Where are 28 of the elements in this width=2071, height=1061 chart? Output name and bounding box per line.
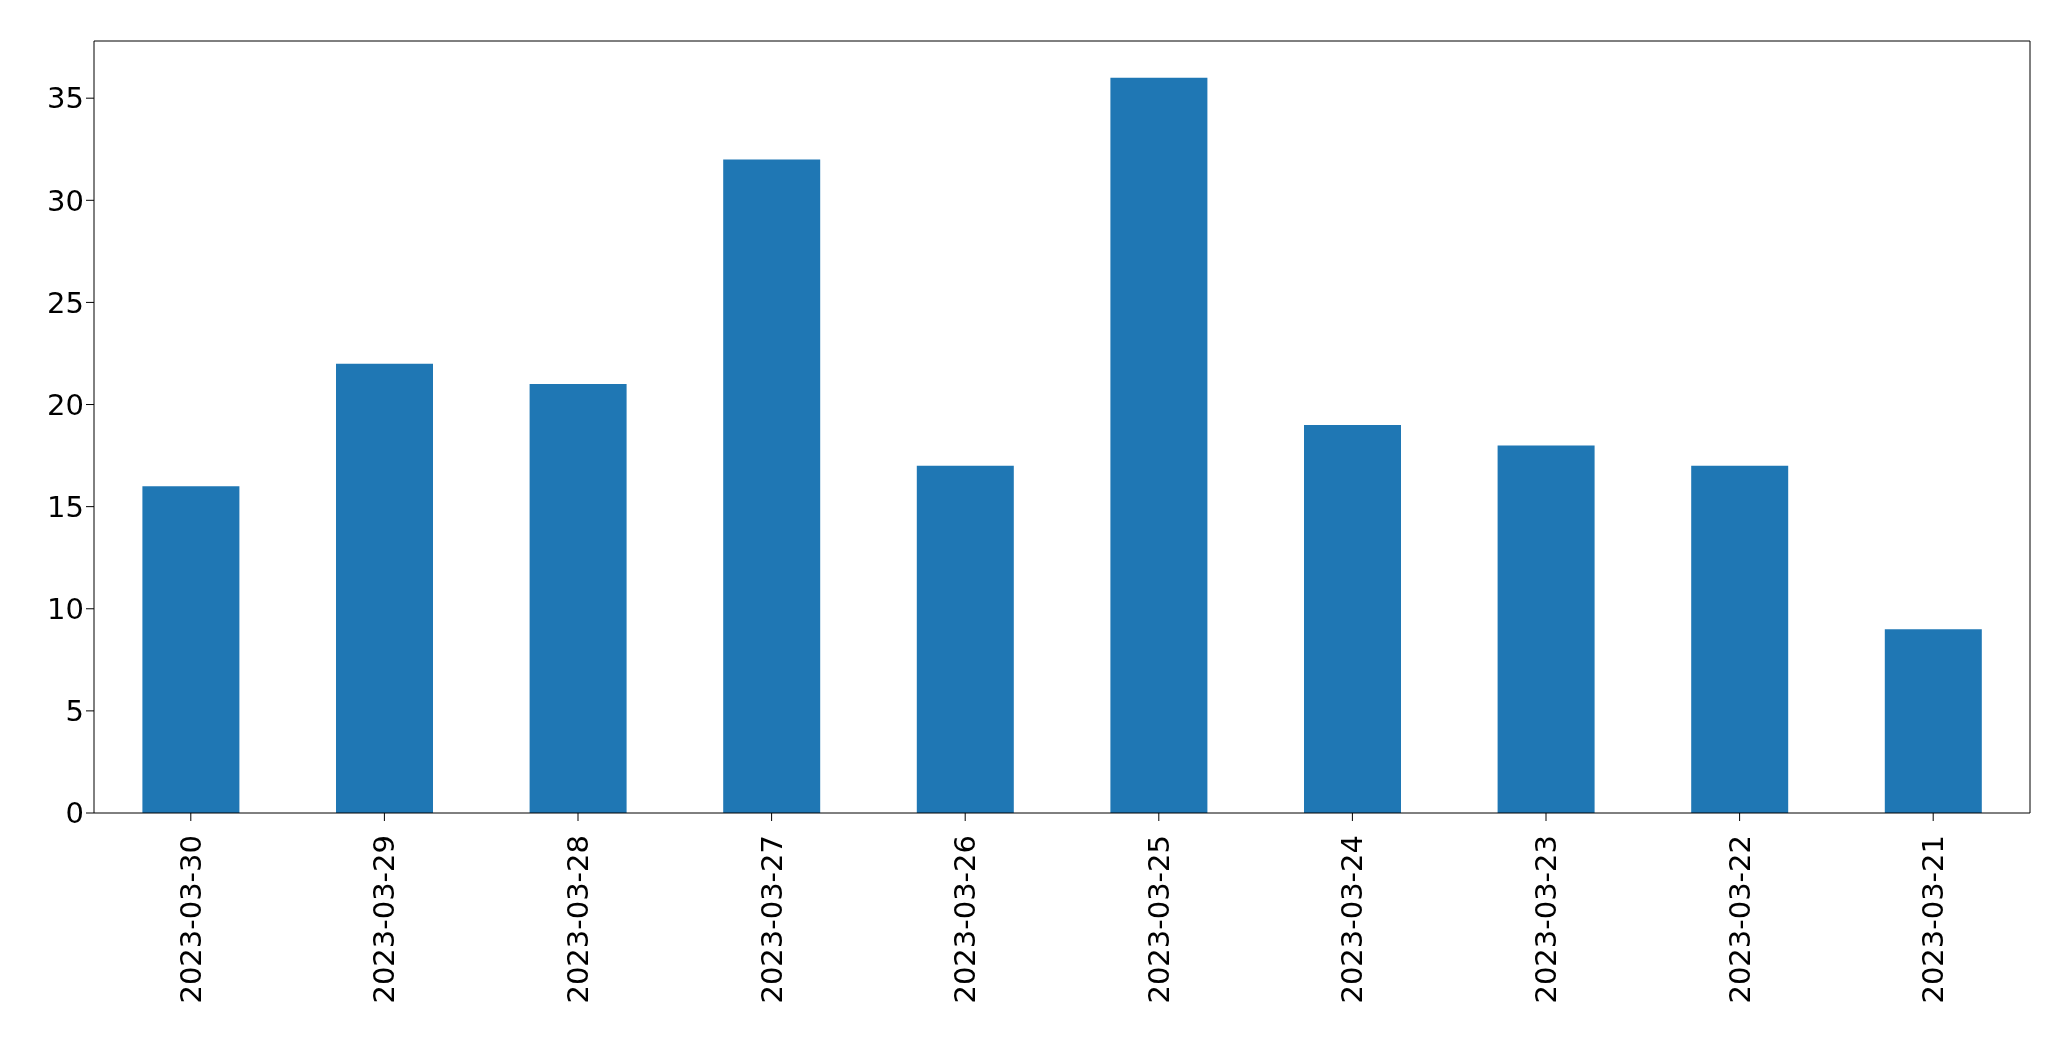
bar	[1497, 445, 1595, 813]
x-tick-label: 2023-03-28	[561, 835, 595, 1004]
y-tick-label: 30	[47, 183, 84, 218]
x-tick-label: 2023-03-24	[1335, 835, 1370, 1004]
bar	[723, 159, 821, 813]
bar	[1110, 77, 1208, 813]
bar	[916, 465, 1014, 813]
y-tick-label: 15	[47, 489, 84, 524]
bar	[529, 384, 627, 813]
x-tick-label: 2023-03-30	[173, 835, 208, 1004]
x-tick-label: 2023-03-22	[1722, 835, 1757, 1004]
y-tick-label: 20	[47, 387, 84, 422]
bar	[1691, 465, 1789, 813]
bar	[336, 363, 433, 813]
x-tick-label: 2023-03-27	[754, 835, 789, 1004]
x-tick-label: 2023-03-23	[1529, 835, 1563, 1004]
x-tick-label: 2023-03-25	[1141, 835, 1176, 1004]
bar	[1884, 629, 1982, 813]
y-tick-label: 35	[47, 81, 84, 116]
y-tick-label: 0	[65, 796, 84, 831]
bar	[1304, 424, 1401, 813]
bar	[142, 486, 240, 813]
y-tick-label: 10	[47, 592, 84, 627]
y-tick-label: 5	[65, 694, 84, 729]
y-tick-label: 25	[47, 285, 84, 320]
x-tick-label: 2023-03-26	[948, 835, 983, 1004]
x-tick-label: 2023-03-29	[367, 835, 402, 1004]
x-tick-label: 2023-03-21	[1916, 835, 1951, 1004]
